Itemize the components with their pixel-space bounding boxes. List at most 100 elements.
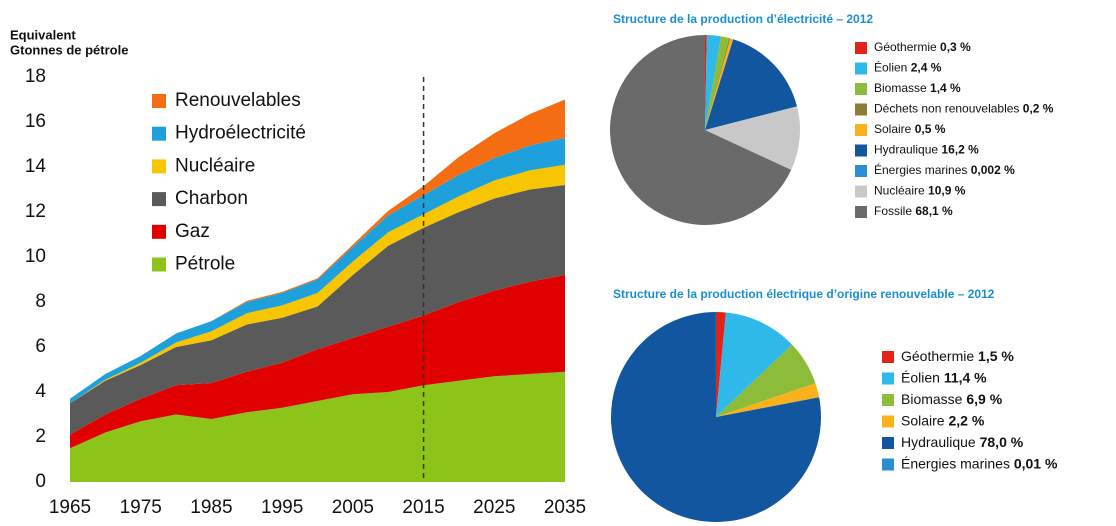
legend-label: Biomasse 6,9 % — [901, 391, 1003, 407]
legend-swatch — [882, 437, 894, 449]
pie-slice — [716, 383, 820, 417]
pie-title: Structure de la production d’électricité… — [613, 12, 873, 26]
legend-label: Solaire 2,2 % — [901, 412, 985, 428]
legend-value: 1,5 % — [978, 348, 1014, 364]
legend-value: 2,2 % — [948, 412, 984, 428]
y-axis-label: Equivalent — [10, 27, 76, 42]
legend-label: Éolien 2,4 % — [874, 60, 942, 75]
x-tick-label: 1975 — [120, 497, 162, 518]
legend-label: Biomasse 1,4 % — [874, 81, 961, 95]
legend-name: Hydraulique — [901, 434, 976, 450]
legend-swatch — [855, 42, 867, 54]
legend-swatch — [152, 192, 166, 207]
legend-label: Hydraulique 16,2 % — [874, 143, 979, 157]
pie-slice — [705, 35, 722, 130]
legend-value: 1,4 % — [930, 81, 961, 95]
x-tick-label: 2035 — [544, 497, 586, 518]
pie-slice — [611, 312, 822, 523]
legend-value: 0,5 % — [915, 122, 946, 136]
legend-swatch — [152, 94, 166, 108]
x-tick-label: 1985 — [190, 497, 232, 518]
legend-swatch — [855, 103, 867, 116]
legend-label: Renouvelables — [175, 90, 301, 111]
legend-name: Géothermie — [874, 40, 937, 54]
y-tick-label: 14 — [25, 156, 47, 177]
legend-label: Hydraulique 78,0 % — [901, 434, 1024, 450]
pie-slice — [716, 344, 816, 417]
pie-slice — [705, 36, 730, 130]
legend-name: Éolien — [901, 369, 940, 385]
legend-value: 0,2 % — [1023, 102, 1054, 116]
area — [70, 99, 565, 399]
legend-swatch — [152, 126, 166, 141]
legend-name: Géothermie — [901, 348, 974, 364]
area — [70, 137, 565, 404]
legend-swatch — [882, 351, 894, 363]
legend-value: 78,0 % — [980, 434, 1024, 450]
pie-slice — [716, 312, 726, 417]
legend-name: Biomasse — [901, 391, 963, 407]
legend-value: 2,4 % — [911, 61, 942, 75]
legend-value: 6,9 % — [966, 391, 1002, 407]
legend-value: 0,3 % — [940, 40, 971, 54]
legend-name: Fossile — [874, 204, 912, 218]
legend-label: Nucléaire 10,9 % — [874, 184, 966, 198]
area — [70, 164, 565, 404]
legend-label: Gaz — [175, 221, 210, 242]
pie-slice — [705, 38, 731, 130]
y-tick-label: 2 — [35, 426, 46, 447]
legend-name: Solaire — [874, 122, 912, 136]
legend-value: 10,9 % — [928, 184, 966, 198]
legend-label: Charbon — [175, 188, 248, 209]
legend-swatch — [855, 206, 867, 218]
legend-swatch — [855, 83, 867, 95]
y-axis-label: Gtonnes de pétrole — [10, 42, 128, 57]
legend-swatch — [152, 224, 166, 239]
legend-value: 0,002 % — [971, 163, 1015, 177]
legend-name: Biomasse — [874, 81, 927, 95]
legend-value: 11,4 % — [944, 369, 987, 385]
legend-swatch — [855, 165, 867, 177]
legend-name: Énergies marines — [874, 162, 967, 177]
legend-label: Déchets non renouvelables 0,2 % — [874, 102, 1054, 116]
legend-label: Pétrole — [175, 254, 235, 275]
legend-swatch — [882, 458, 894, 471]
area — [70, 371, 565, 482]
y-tick-label: 0 — [35, 471, 46, 492]
legend-label: Éolien 11,4 % — [901, 369, 987, 385]
legend-name: Hydraulique — [874, 143, 938, 157]
legend-name: Éolien — [874, 60, 907, 75]
legend-value: 68,1 % — [915, 204, 953, 218]
legend-label: Géothermie 0,3 % — [874, 40, 971, 54]
legend-swatch — [152, 257, 166, 272]
y-tick-label: 18 — [25, 66, 46, 87]
y-tick-label: 8 — [35, 291, 46, 312]
legend-swatch — [882, 394, 894, 406]
pie-slice — [705, 106, 801, 170]
pie-slice — [705, 35, 707, 130]
legend-swatch — [855, 124, 867, 136]
y-tick-label: 12 — [25, 201, 46, 222]
y-tick-label: 10 — [25, 246, 46, 267]
legend-swatch — [882, 372, 894, 385]
x-tick-label: 2025 — [473, 497, 515, 518]
area — [70, 185, 565, 435]
legend-swatch — [855, 185, 867, 198]
legend-name: Nucléaire — [874, 184, 925, 198]
legend-label: Énergies marines 0,002 % — [874, 162, 1015, 177]
y-tick-label: 4 — [35, 381, 46, 402]
legend-label: Solaire 0,5 % — [874, 122, 946, 136]
legend-swatch — [855, 144, 867, 157]
x-tick-label: 1995 — [261, 497, 303, 518]
legend-label: Nucléaire — [175, 155, 255, 176]
pie-slice — [705, 106, 798, 130]
legend-value: 16,2 % — [941, 143, 979, 157]
legend-name: Déchets non renouvelables — [874, 102, 1019, 116]
pie-slice — [716, 312, 793, 417]
legend-value: 0,01 % — [1014, 455, 1058, 471]
x-tick-label: 2005 — [332, 497, 374, 518]
y-tick-label: 16 — [25, 111, 46, 132]
legend-label: Énergies marines 0,01 % — [901, 455, 1058, 471]
x-tick-label: 1965 — [49, 497, 91, 518]
